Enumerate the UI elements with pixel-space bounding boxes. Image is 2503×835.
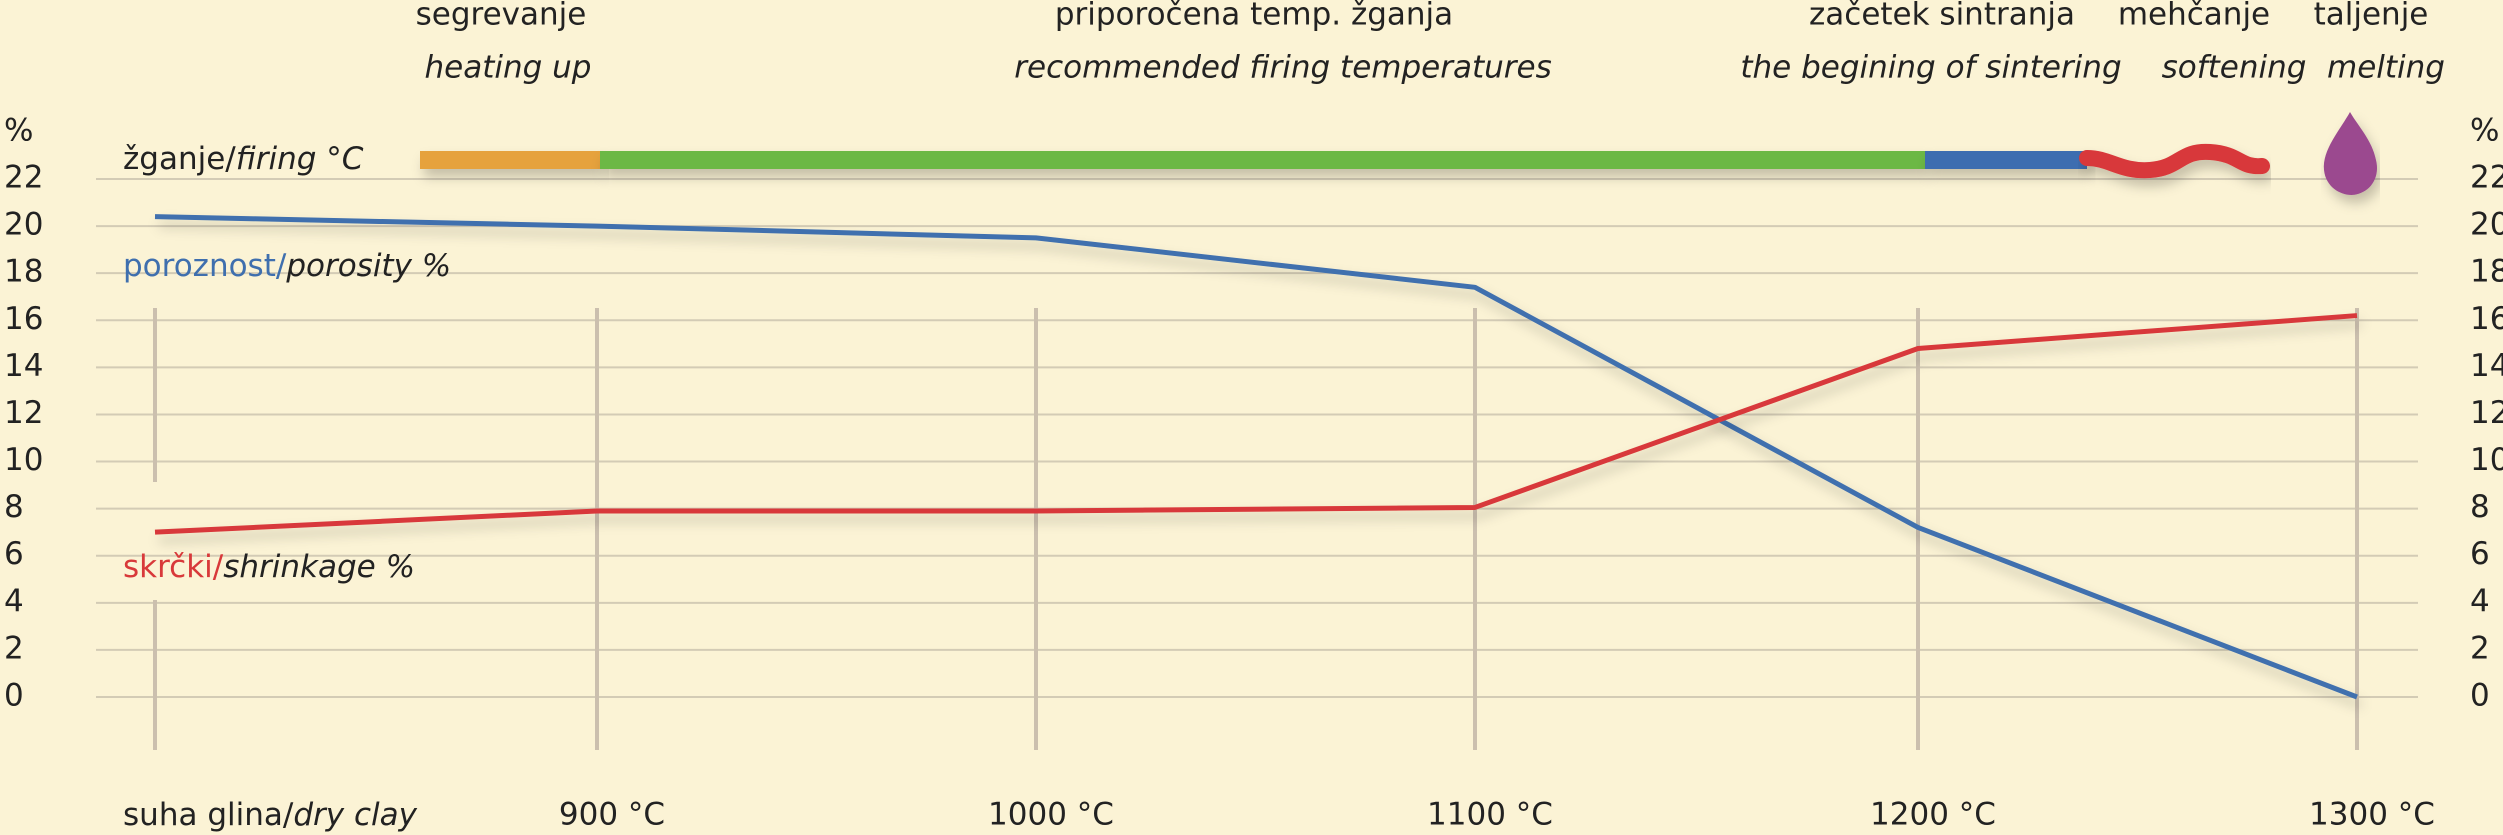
y-tick-label-right: 4 xyxy=(2470,583,2490,619)
x-tick-label: 900 °C xyxy=(559,797,665,833)
y-tick-label-right: 12 xyxy=(2470,395,2503,431)
y-unit: % xyxy=(4,113,33,149)
y-unit-right: % xyxy=(2470,113,2499,149)
y-tick-label: 12 xyxy=(4,395,43,431)
x-tick-label: 1300 °C xyxy=(2309,797,2435,833)
firing-segment xyxy=(1925,151,2087,169)
stage-label: mehčanje xyxy=(2118,0,2270,33)
y-tick-label-right: 14 xyxy=(2470,348,2503,384)
y-tick-label-right: 8 xyxy=(2470,489,2490,525)
x-tick-label: 1200 °C xyxy=(1870,797,1996,833)
y-tick-label-right: 22 xyxy=(2470,160,2503,196)
series-label: poroznost/porosity % xyxy=(123,248,451,284)
stage-label: taljenje xyxy=(2314,0,2429,33)
stage-label: segrevanje xyxy=(416,0,587,33)
y-tick-label-right: 18 xyxy=(2470,254,2503,290)
series-line xyxy=(154,313,2358,535)
x-tick-label: suha glina/dry clay xyxy=(123,797,418,833)
x-tick-label: 1100 °C xyxy=(1427,797,1553,833)
y-tick-label: 0 xyxy=(4,678,24,714)
stage-label-en: the begining of sintering xyxy=(1740,50,2121,86)
y-tick-label-right: 16 xyxy=(2470,301,2503,337)
plot xyxy=(154,112,2378,700)
firing-softening xyxy=(2079,143,2270,179)
y-tick-label: 14 xyxy=(4,348,43,384)
y-tick-label-right: 6 xyxy=(2470,536,2490,572)
series-label: skrčki/shrinkage % xyxy=(123,549,415,585)
firing-melting xyxy=(2323,112,2378,195)
y-tick-label: 22 xyxy=(4,160,43,196)
series-line xyxy=(154,214,2358,700)
y-tick-label: 2 xyxy=(4,630,24,666)
y-tick-label: 16 xyxy=(4,301,43,337)
y-tick-label-right: 2 xyxy=(2470,630,2490,666)
y-tick-label: 6 xyxy=(4,536,24,572)
stage-label: začetek sintranja xyxy=(1809,0,2075,33)
firing-segment xyxy=(420,151,600,169)
y-tick-label: 20 xyxy=(4,207,43,243)
x-tick-label: 1000 °C xyxy=(988,797,1114,833)
y-tick-label-right: 10 xyxy=(2470,442,2503,478)
y-tick-label: 10 xyxy=(4,442,43,478)
y-tick-label: 8 xyxy=(4,489,24,525)
firing-label: žganje/firing °C xyxy=(123,141,364,177)
y-tick-label: 4 xyxy=(4,583,24,619)
stage-label-en: heating up xyxy=(425,50,592,86)
firing-segment xyxy=(600,151,1925,169)
stage-label: priporočena temp. žganja xyxy=(1055,0,1453,33)
y-tick-label-right: 20 xyxy=(2470,207,2503,243)
y-tick-label-right: 0 xyxy=(2470,678,2490,714)
stage-label-en: melting xyxy=(2327,50,2445,86)
stage-label-en: softening xyxy=(2162,50,2307,86)
stage-label-en: recommended firing temperatures xyxy=(1014,50,1551,86)
y-tick-label: 18 xyxy=(4,254,43,290)
